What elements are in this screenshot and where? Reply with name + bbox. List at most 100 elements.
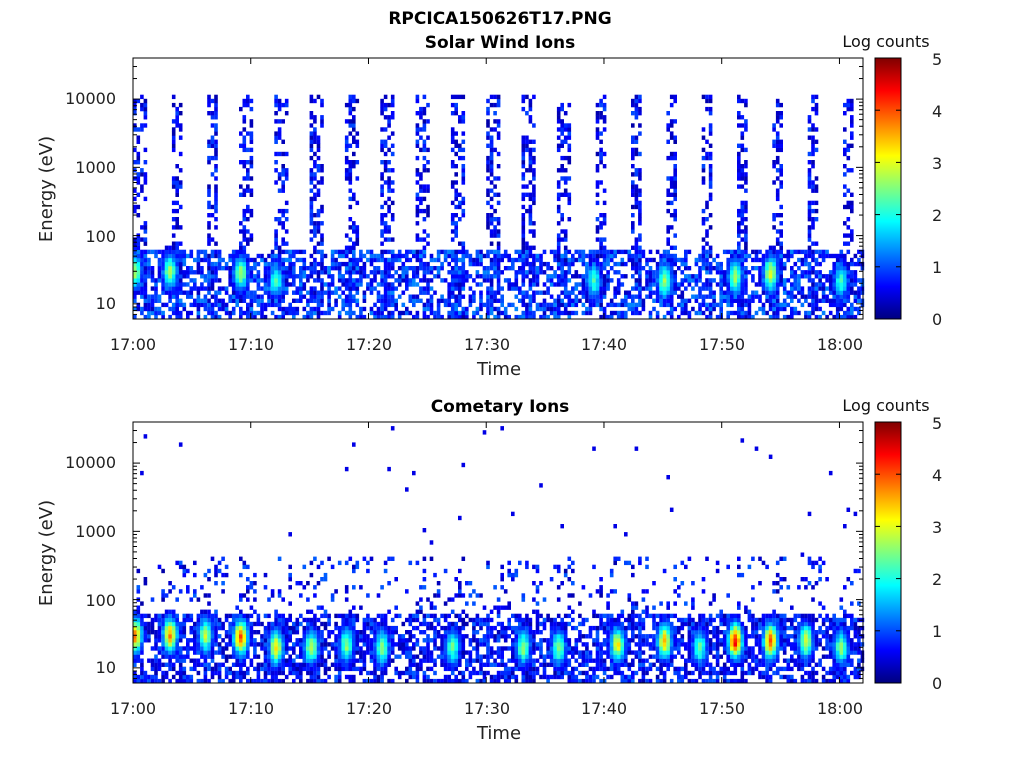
heatmap-cell xyxy=(355,229,360,234)
heatmap-cell xyxy=(157,621,162,627)
heatmap-cell xyxy=(592,270,596,275)
heatmap-cell xyxy=(825,298,829,303)
heatmap-cell xyxy=(461,306,466,312)
heatmap-cell xyxy=(249,314,254,320)
heatmap-cell xyxy=(288,585,292,590)
heatmap-cell xyxy=(253,278,257,283)
heatmap-cell xyxy=(323,572,328,578)
heatmap-cell xyxy=(249,135,254,140)
heatmap-cell xyxy=(235,638,239,643)
heatmap-cell xyxy=(214,151,218,157)
heatmap-cell xyxy=(249,119,254,124)
heatmap-cell xyxy=(302,306,307,312)
heatmap-cell xyxy=(422,188,427,193)
heatmap-cell xyxy=(525,274,529,279)
heatmap-cell xyxy=(348,613,353,619)
heatmap-cell xyxy=(239,221,243,226)
heatmap-cell xyxy=(394,298,398,303)
heatmap-cell xyxy=(489,180,494,185)
heatmap-cell xyxy=(415,192,420,197)
heatmap-cell xyxy=(563,155,568,161)
heatmap-cell xyxy=(281,678,285,684)
heatmap-cell xyxy=(376,678,381,684)
heatmap-cell xyxy=(133,241,137,246)
heatmap-cell xyxy=(387,184,391,189)
heatmap-cell xyxy=(171,625,176,631)
heatmap-cell xyxy=(708,196,713,202)
heatmap-cell xyxy=(563,192,568,197)
heatmap-cell xyxy=(843,192,847,197)
heatmap-cell xyxy=(422,196,427,202)
heatmap-cell xyxy=(415,294,420,299)
heatmap-cell xyxy=(556,233,561,238)
heatmap-cell xyxy=(344,658,349,663)
heatmap-cell xyxy=(461,139,466,144)
heatmap-cell xyxy=(846,310,851,316)
heatmap-cell xyxy=(486,302,490,308)
heatmap-cell xyxy=(175,646,179,651)
heatmap-cell xyxy=(800,290,805,295)
heatmap-cell xyxy=(380,204,384,210)
heatmap-cell xyxy=(415,123,420,128)
heatmap-cell xyxy=(846,282,851,287)
heatmap-cell xyxy=(447,314,451,320)
heatmap-cell xyxy=(352,621,356,627)
heatmap-cell xyxy=(669,294,674,299)
heatmap-cell xyxy=(193,572,197,578)
heatmap-cell xyxy=(602,266,607,271)
heatmap-cell xyxy=(355,286,360,291)
heatmap-cell xyxy=(327,298,331,303)
heatmap-cell xyxy=(175,638,179,643)
heatmap-cell xyxy=(744,302,748,308)
heatmap-cell xyxy=(344,630,349,635)
heatmap-cell xyxy=(475,257,480,263)
heatmap-cell xyxy=(793,306,798,312)
heatmap-cell xyxy=(239,593,243,598)
heatmap-cell xyxy=(295,642,300,647)
heatmap-cell xyxy=(171,585,176,590)
heatmap-cell xyxy=(426,314,430,320)
heatmap-cell xyxy=(737,245,741,250)
heatmap-cell xyxy=(461,155,466,161)
heatmap-cell xyxy=(270,678,275,684)
heatmap-cell xyxy=(807,176,812,181)
heatmap-cell xyxy=(525,135,529,140)
heatmap-cell xyxy=(708,253,713,259)
heatmap-cell xyxy=(624,314,628,320)
heatmap-cell xyxy=(323,666,328,672)
heatmap-cell xyxy=(221,678,225,684)
heatmap-cell xyxy=(164,662,169,667)
heatmap-cell xyxy=(599,131,603,136)
heatmap-cell xyxy=(313,613,317,619)
heatmap-cell xyxy=(239,294,243,299)
heatmap-cell xyxy=(708,180,713,185)
heatmap-cell xyxy=(150,617,155,623)
heatmap-cell xyxy=(740,310,745,316)
heatmap-cell xyxy=(708,176,713,181)
heatmap-cell xyxy=(496,135,501,140)
heatmap-cell xyxy=(217,568,222,574)
heatmap-cell xyxy=(143,306,148,312)
heatmap-cell xyxy=(556,261,561,267)
heatmap-cell xyxy=(585,274,589,279)
heatmap-cell xyxy=(316,302,321,308)
heatmap-cell xyxy=(214,184,218,189)
heatmap-cell xyxy=(150,302,155,308)
heatmap-cell xyxy=(797,310,801,316)
heatmap-cell xyxy=(843,310,847,316)
heatmap-cell xyxy=(857,249,861,255)
heatmap-cell xyxy=(313,670,317,676)
heatmap-cell xyxy=(680,261,685,267)
heatmap-cell xyxy=(344,589,349,594)
heatmap-cell xyxy=(415,131,420,136)
heatmap-cell xyxy=(737,241,741,246)
heatmap-cell xyxy=(313,151,317,157)
heatmap-cell xyxy=(390,678,395,684)
heatmap-cell xyxy=(277,266,282,271)
heatmap-cell xyxy=(620,298,625,303)
heatmap-cell xyxy=(214,670,218,676)
heatmap-cell xyxy=(164,654,169,659)
heatmap-cell xyxy=(634,306,639,312)
heatmap-cell xyxy=(299,581,303,586)
heatmap-cell xyxy=(320,605,324,610)
